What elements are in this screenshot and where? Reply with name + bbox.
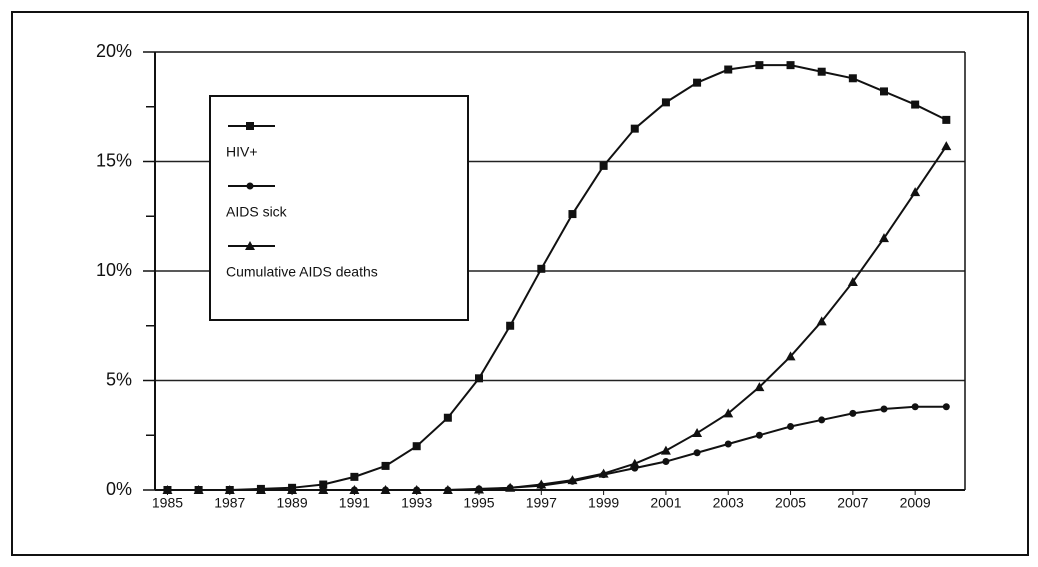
marker — [693, 449, 701, 457]
marker — [786, 61, 795, 70]
marker — [245, 241, 255, 250]
series-line — [167, 64, 947, 491]
marker — [817, 67, 826, 76]
x-tick-label: 2009 — [900, 495, 931, 511]
x-tick-label: 1985 — [152, 495, 183, 511]
legend-label: Cumulative AIDS deaths — [226, 264, 378, 280]
marker — [755, 431, 763, 439]
marker — [474, 484, 484, 494]
marker — [381, 461, 390, 470]
marker — [193, 485, 204, 494]
x-tick-label: 1997 — [526, 495, 557, 511]
marker — [162, 485, 173, 494]
marker — [505, 482, 516, 492]
marker — [724, 65, 733, 74]
y-tick-label: 20% — [96, 41, 132, 61]
marker — [911, 403, 919, 411]
marker — [723, 408, 734, 418]
marker — [847, 276, 858, 286]
marker — [536, 479, 547, 489]
marker — [349, 485, 360, 494]
marker — [755, 61, 764, 70]
marker — [350, 472, 359, 481]
series-line — [167, 405, 947, 491]
marker — [318, 485, 329, 494]
marker — [246, 122, 254, 130]
series-line — [167, 145, 948, 491]
x-tick-label: 2005 — [775, 495, 806, 511]
marker — [754, 382, 765, 392]
x-tick-label: 1991 — [339, 495, 370, 511]
marker — [849, 409, 857, 417]
x-tick-label: 2003 — [713, 495, 744, 511]
marker — [661, 98, 670, 107]
marker — [662, 458, 670, 466]
marker — [411, 485, 422, 494]
y-tick-label: 5% — [106, 369, 132, 389]
marker — [568, 210, 577, 219]
marker — [442, 485, 453, 494]
marker — [693, 78, 702, 87]
x-tick-label: 2007 — [837, 495, 868, 511]
frame — [11, 11, 1029, 556]
marker — [785, 351, 796, 361]
marker — [475, 374, 483, 383]
marker — [630, 124, 639, 133]
marker — [224, 485, 235, 494]
marker — [629, 458, 640, 468]
marker — [567, 475, 578, 485]
marker — [412, 442, 421, 451]
marker — [910, 187, 921, 197]
marker — [724, 440, 732, 448]
x-tick-label: 1993 — [401, 495, 432, 511]
marker — [506, 321, 515, 330]
x-tick-label: 1999 — [588, 495, 619, 511]
x-tick-label: 1995 — [463, 495, 494, 511]
x-tick-label: 1987 — [214, 495, 245, 511]
y-tick-label: 15% — [96, 150, 132, 170]
marker — [787, 422, 795, 430]
marker — [942, 403, 950, 411]
marker — [816, 316, 827, 326]
marker — [660, 445, 671, 455]
marker — [941, 141, 952, 151]
marker — [443, 413, 452, 422]
marker — [880, 87, 888, 96]
marker — [692, 428, 703, 438]
marker — [246, 182, 254, 190]
marker — [537, 264, 546, 273]
marker — [598, 468, 609, 478]
marker — [380, 485, 391, 494]
y-tick-label: 10% — [96, 260, 132, 280]
x-tick-label: 2001 — [650, 495, 681, 511]
marker — [319, 480, 328, 489]
y-tick-label: 0% — [106, 479, 132, 499]
marker — [942, 115, 951, 124]
legend-label: HIV+ — [226, 144, 258, 160]
marker — [848, 74, 857, 83]
legend-label: AIDS sick — [226, 204, 288, 220]
marker — [818, 416, 826, 424]
x-tick-label: 1989 — [276, 495, 307, 511]
marker — [255, 485, 266, 494]
marker — [879, 233, 889, 243]
marker — [880, 405, 888, 413]
marker — [287, 485, 298, 494]
legend-box — [209, 95, 469, 321]
marker — [911, 100, 920, 109]
marker — [599, 161, 608, 170]
